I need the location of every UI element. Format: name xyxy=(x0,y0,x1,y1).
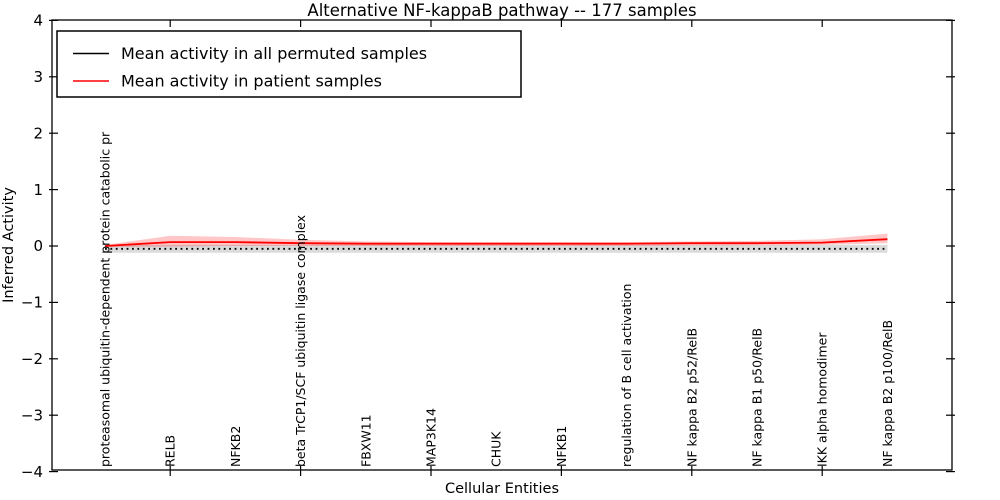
legend-label-patient: Mean activity in patient samples xyxy=(121,72,382,91)
entity-label: NF kappa B1 p50/RelB xyxy=(750,328,765,467)
entity-labels: proteasomal ubiquitin-dependent protein … xyxy=(98,131,895,467)
legend-box xyxy=(56,30,522,98)
y-tick-label: −2 xyxy=(21,350,43,368)
entity-label: IKK alpha homodimer xyxy=(815,332,830,467)
y-tick-label: −3 xyxy=(21,406,43,424)
entity-label: NF kappa B2 p100/RelB xyxy=(880,320,895,467)
plot-frame xyxy=(51,19,953,471)
entity-label: RELB xyxy=(163,435,178,467)
series-lines xyxy=(104,238,888,250)
y-tick-label: 3 xyxy=(33,68,43,86)
y-tick-label: 4 xyxy=(33,12,43,30)
axes: 4 3 2 1 0 −1 −2 −3 −4 Cellular Entities Inferred… xyxy=(1,12,955,497)
x-axis-label: Cellular Entities xyxy=(445,481,559,497)
y-tick-label: 0 xyxy=(33,237,43,255)
y-tick-label: 1 xyxy=(33,181,43,199)
entity-label: proteasomal ubiquitin-dependent protein … xyxy=(98,131,113,467)
entity-label: NFKB2 xyxy=(228,426,243,467)
y-axis-label: Inferred Activity xyxy=(1,187,17,303)
band-permuted xyxy=(105,244,888,253)
entity-label: MAP3K14 xyxy=(424,408,439,467)
entity-label: NFKB1 xyxy=(554,426,569,467)
chart-title: Alternative NF-kappaB pathway -- 177 sam… xyxy=(307,1,696,20)
tick-marks xyxy=(49,19,955,476)
entity-label: regulation of B cell activation xyxy=(619,284,634,467)
y-tick-labels: 4 3 2 1 0 −1 −2 −3 −4 xyxy=(21,12,43,481)
entity-label: NF kappa B2 p52/RelB xyxy=(684,328,699,467)
y-tick-label: −1 xyxy=(21,294,43,312)
y-tick-label: 2 xyxy=(33,124,43,142)
entity-label: FBXW11 xyxy=(358,414,373,467)
legend-label-permuted: Mean activity in all permuted samples xyxy=(121,44,427,63)
series-line-patient xyxy=(104,238,888,247)
entity-label: beta TrCP1/SCF ubiquitin ligase complex xyxy=(293,215,308,467)
y-tick-label: −4 xyxy=(21,463,43,481)
entity-label: CHUK xyxy=(489,431,504,467)
legend: Mean activity in all permuted samples Me… xyxy=(56,30,522,98)
